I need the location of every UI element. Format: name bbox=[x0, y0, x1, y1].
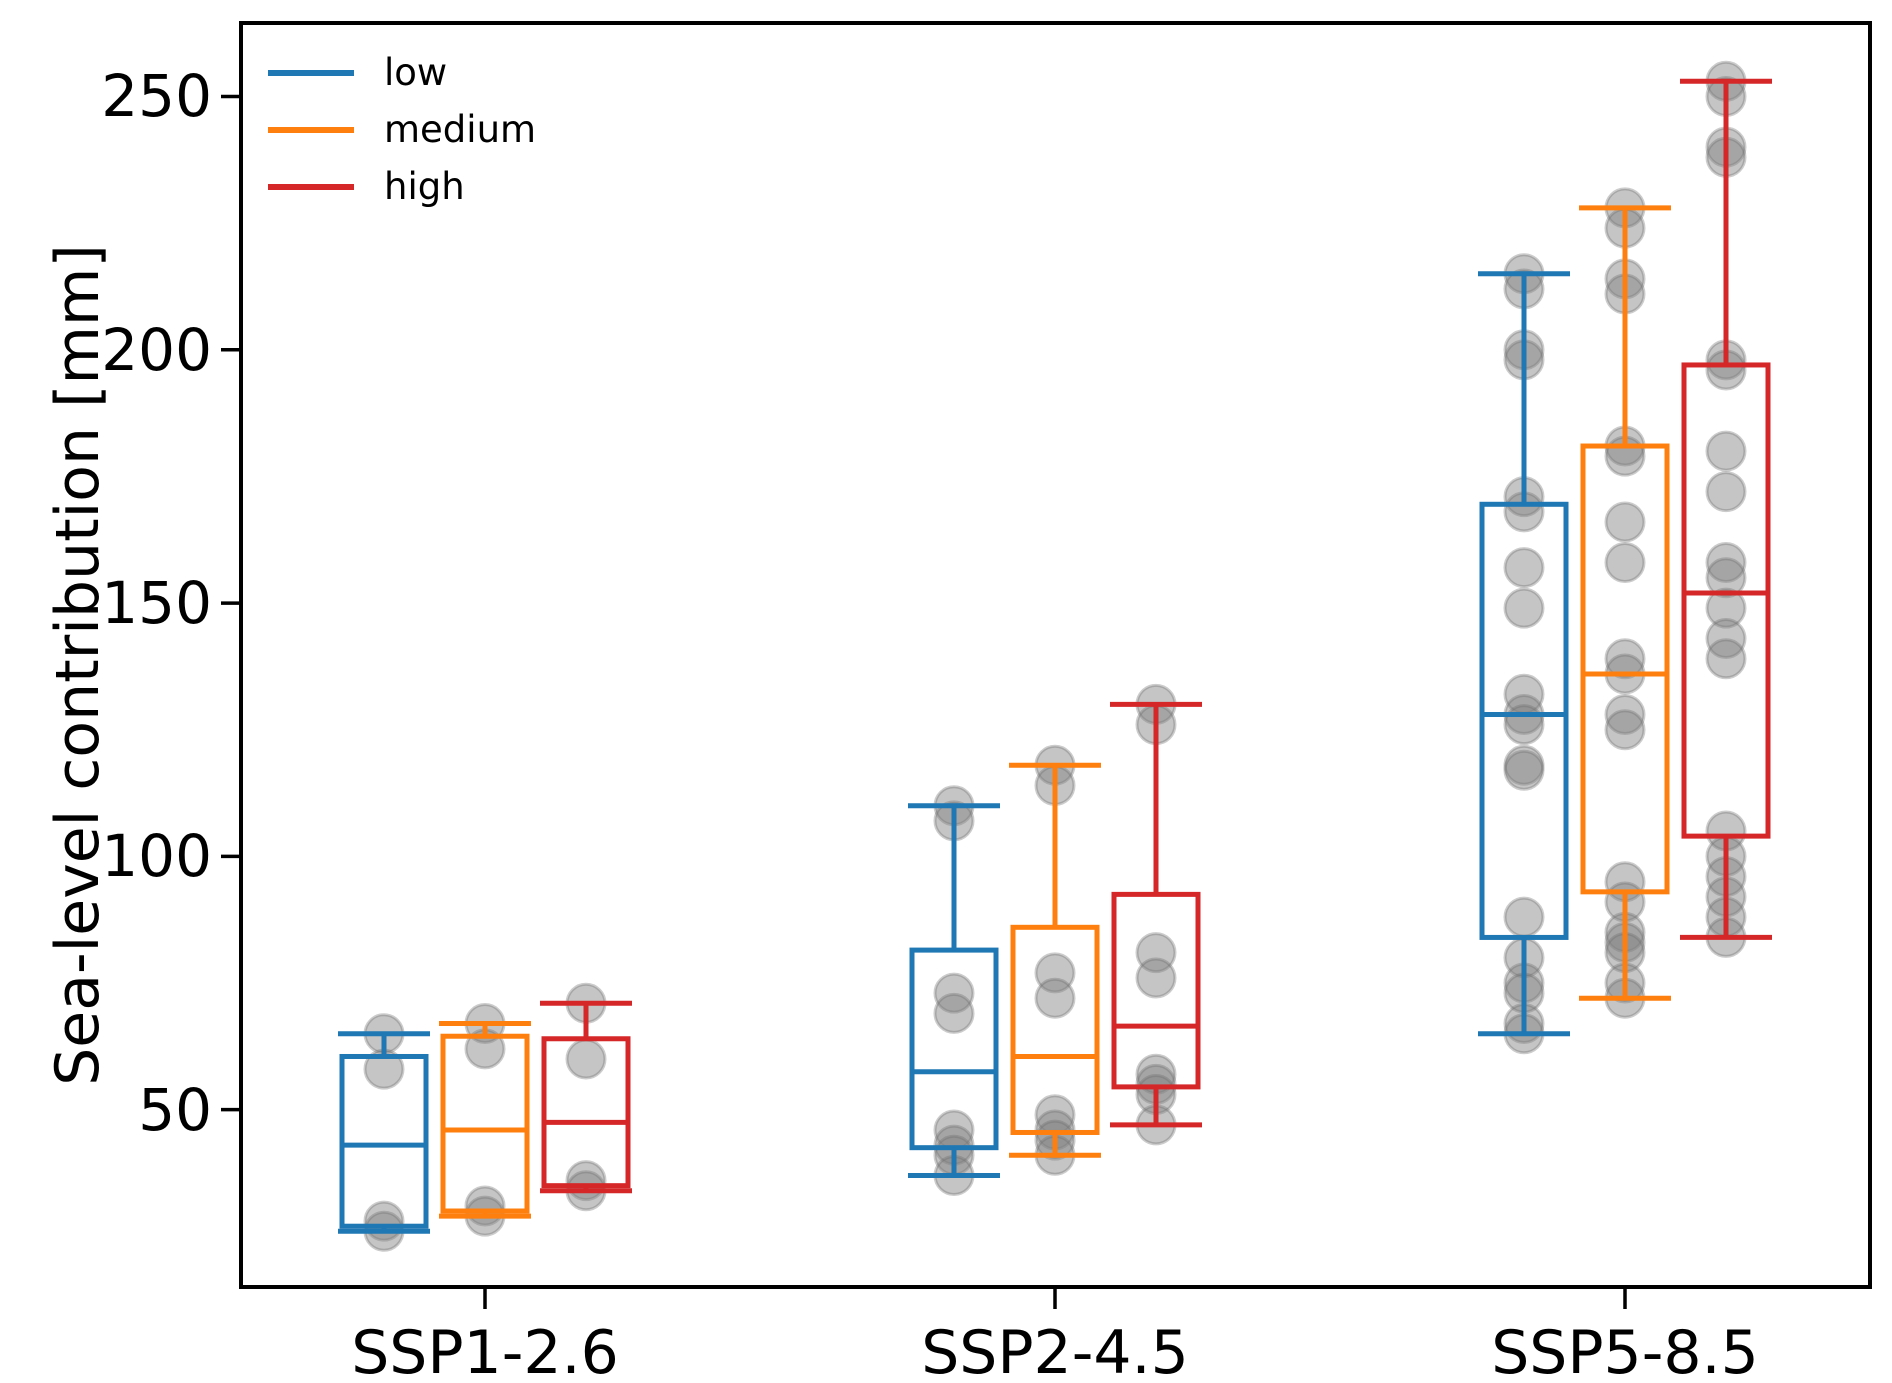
scatter-point bbox=[1604, 638, 1646, 680]
y-tick-label-150: 150 bbox=[101, 569, 212, 638]
scatter-point bbox=[933, 972, 975, 1014]
scatter-point bbox=[1503, 547, 1545, 589]
legend-item-low: low bbox=[268, 44, 536, 101]
scatter-point bbox=[1503, 587, 1545, 629]
y-tick-label-200: 200 bbox=[101, 315, 212, 384]
scatter-point bbox=[1705, 542, 1747, 584]
scatter-point bbox=[1604, 709, 1646, 751]
legend-label-medium: medium bbox=[384, 108, 537, 151]
scatter-point bbox=[1135, 932, 1177, 974]
y-tick-label-100: 100 bbox=[101, 822, 212, 891]
scatter-point bbox=[1034, 952, 1076, 994]
x-tick-label-ssp2: SSP2-4.5 bbox=[921, 1318, 1189, 1383]
y-tick-label-250: 250 bbox=[101, 62, 212, 131]
scatter-point bbox=[1604, 542, 1646, 584]
legend-line-swatch-high bbox=[268, 183, 354, 190]
x-tick-label-ssp5: SSP5-8.5 bbox=[1491, 1318, 1759, 1383]
scatter-point bbox=[1503, 704, 1545, 746]
scatter-point bbox=[565, 1038, 607, 1080]
scatter-point bbox=[1503, 744, 1545, 786]
legend-label-high: high bbox=[384, 165, 465, 208]
scatter-point bbox=[1604, 694, 1646, 736]
legend-line-swatch-low bbox=[268, 69, 354, 76]
legend: low medium high bbox=[268, 44, 536, 215]
legend-line-swatch-medium bbox=[268, 126, 354, 133]
scatter-point bbox=[1503, 896, 1545, 938]
scatter-point bbox=[1705, 557, 1747, 599]
scatter-point bbox=[1705, 618, 1747, 660]
scatter-point bbox=[1705, 638, 1747, 680]
scatter-point bbox=[1503, 749, 1545, 791]
scatter-point bbox=[933, 992, 975, 1034]
scatter-point bbox=[1135, 957, 1177, 999]
legend-item-medium: medium bbox=[268, 101, 536, 158]
legend-item-high: high bbox=[268, 158, 536, 215]
legend-label-low: low bbox=[384, 51, 448, 94]
scatter-point bbox=[1705, 587, 1747, 629]
x-tick-label-ssp1: SSP1-2.6 bbox=[351, 1318, 619, 1383]
y-tick-label-50: 50 bbox=[138, 1075, 212, 1144]
scatter-point bbox=[1034, 977, 1076, 1019]
scatter-point bbox=[1705, 430, 1747, 472]
scatter-point bbox=[1705, 471, 1747, 513]
scatter-point bbox=[1604, 501, 1646, 543]
